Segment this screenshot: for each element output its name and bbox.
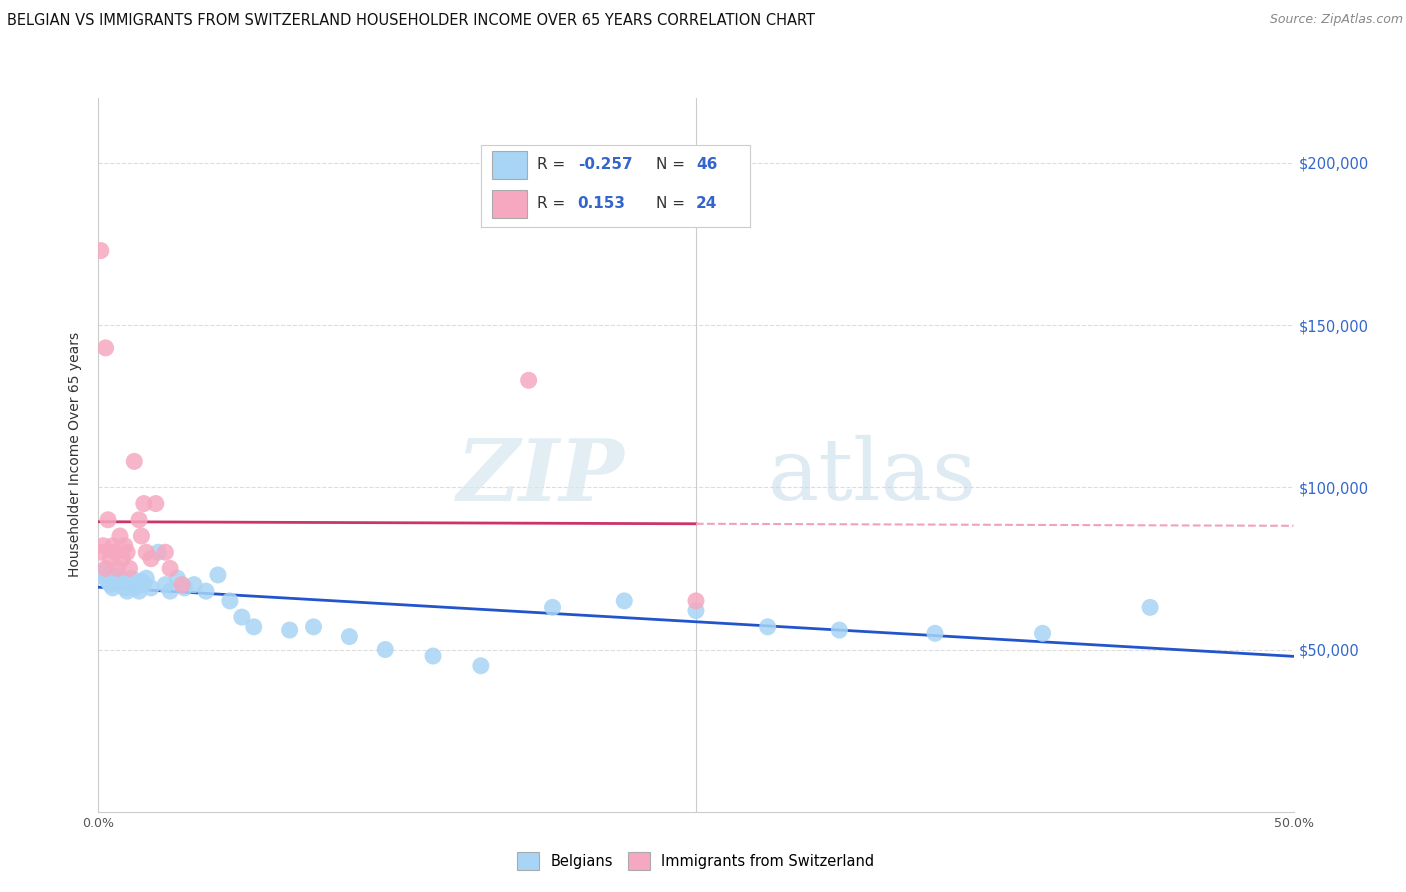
Text: -0.257: -0.257 — [578, 157, 633, 171]
Point — [94, 571, 117, 585]
Point — [1032, 626, 1054, 640]
Point — [124, 581, 146, 595]
Text: BELGIAN VS IMMIGRANTS FROM SWITZERLAND HOUSEHOLDER INCOME OVER 65 YEARS CORRELAT: BELGIAN VS IMMIGRANTS FROM SWITZERLAND H… — [7, 13, 815, 29]
Text: R =: R = — [537, 196, 571, 211]
Point — [111, 551, 134, 566]
Point — [90, 545, 112, 559]
Point — [118, 561, 141, 575]
FancyBboxPatch shape — [492, 191, 527, 219]
Text: N =: N = — [655, 196, 689, 211]
Point — [541, 600, 564, 615]
Point — [115, 584, 138, 599]
Point — [107, 571, 129, 585]
Point — [98, 577, 122, 591]
Point — [98, 551, 122, 566]
Point — [91, 539, 114, 553]
Point — [828, 623, 851, 637]
Point — [166, 571, 188, 585]
Point — [517, 373, 540, 387]
Point — [183, 577, 205, 591]
Point — [207, 568, 229, 582]
Point — [243, 620, 266, 634]
Point — [155, 577, 177, 591]
Point — [132, 577, 155, 591]
Point — [90, 244, 112, 258]
Point — [374, 642, 396, 657]
Point — [124, 454, 146, 468]
Point — [125, 577, 148, 591]
Point — [104, 545, 127, 559]
Text: 24: 24 — [696, 196, 717, 211]
Text: 0.153: 0.153 — [578, 196, 626, 211]
Point — [108, 577, 131, 591]
Y-axis label: Householder Income Over 65 years: Householder Income Over 65 years — [69, 333, 83, 577]
Point — [278, 623, 301, 637]
Point — [101, 539, 124, 553]
Point — [145, 497, 167, 511]
Point — [121, 571, 143, 585]
Point — [101, 581, 124, 595]
Point — [114, 539, 136, 553]
Point — [685, 594, 707, 608]
Point — [219, 594, 242, 608]
Point — [131, 574, 153, 589]
Text: atlas: atlas — [768, 434, 977, 518]
Text: ZIP: ZIP — [457, 434, 624, 518]
Point — [339, 630, 360, 644]
Point — [131, 529, 153, 543]
Point — [924, 626, 946, 640]
Point — [148, 545, 170, 559]
Point — [470, 658, 492, 673]
Point — [115, 545, 138, 559]
Point — [118, 577, 141, 591]
Point — [108, 529, 131, 543]
Point — [128, 513, 150, 527]
Point — [613, 594, 636, 608]
Point — [111, 574, 134, 589]
Point — [135, 571, 157, 585]
Point — [194, 584, 218, 599]
Point — [139, 581, 162, 595]
Text: 46: 46 — [696, 157, 717, 171]
Point — [231, 610, 253, 624]
Point — [132, 497, 155, 511]
Point — [172, 577, 194, 591]
Point — [107, 561, 129, 575]
Point — [173, 581, 195, 595]
Point — [756, 620, 779, 634]
Point — [104, 568, 127, 582]
Point — [159, 584, 181, 599]
Text: R =: R = — [537, 157, 571, 171]
Legend: Belgians, Immigrants from Switzerland: Belgians, Immigrants from Switzerland — [512, 847, 880, 876]
Point — [685, 604, 707, 618]
Point — [94, 341, 117, 355]
Point — [90, 568, 112, 582]
Point — [139, 551, 162, 566]
Point — [422, 648, 444, 663]
Text: N =: N = — [655, 157, 689, 171]
Point — [155, 545, 177, 559]
Point — [1139, 600, 1161, 615]
Point — [128, 584, 150, 599]
Point — [91, 565, 114, 579]
Point — [97, 513, 120, 527]
Point — [114, 581, 136, 595]
Point — [135, 545, 157, 559]
Point — [302, 620, 325, 634]
Point — [159, 561, 181, 575]
Text: Source: ZipAtlas.com: Source: ZipAtlas.com — [1270, 13, 1403, 27]
Point — [94, 561, 117, 575]
FancyBboxPatch shape — [492, 151, 527, 179]
Point — [97, 574, 120, 589]
